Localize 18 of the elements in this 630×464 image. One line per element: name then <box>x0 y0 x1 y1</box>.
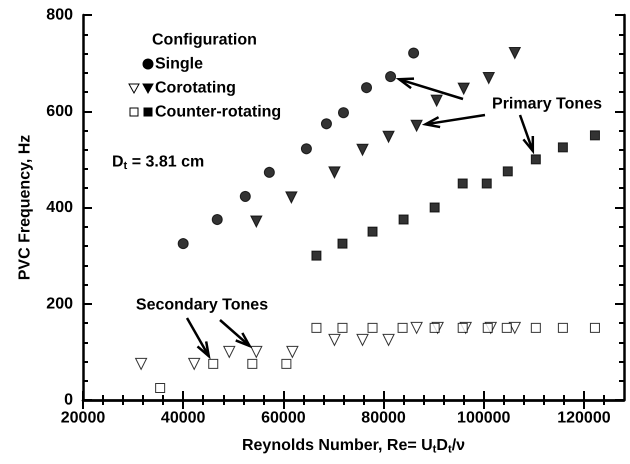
x-tick-label: 60000 <box>261 410 306 426</box>
y-axis-title: PVC Frequency, Hz <box>16 134 34 280</box>
annotation: Secondary Tones <box>136 296 268 314</box>
legend-label: Corotating <box>155 80 236 96</box>
y-tick-label: 200 <box>46 295 74 312</box>
y-tick-label: 400 <box>46 199 74 216</box>
x-tick-label: 80000 <box>361 410 406 426</box>
x-tick-label: 40000 <box>160 410 206 426</box>
legend-title: Configuration <box>152 32 257 48</box>
y-tick-label: 600 <box>46 102 74 120</box>
legend-label: Single <box>155 56 204 72</box>
x-tick-label: 20000 <box>60 410 106 426</box>
x-tick-label: 100000 <box>457 410 511 426</box>
y-tick-label: 0 <box>64 392 74 408</box>
y-tick-label: 800 <box>46 6 74 24</box>
annotation: Primary Tones <box>492 96 602 112</box>
legend-label: Counter-rotating <box>155 104 282 120</box>
x-tick-label: 120000 <box>557 410 611 426</box>
